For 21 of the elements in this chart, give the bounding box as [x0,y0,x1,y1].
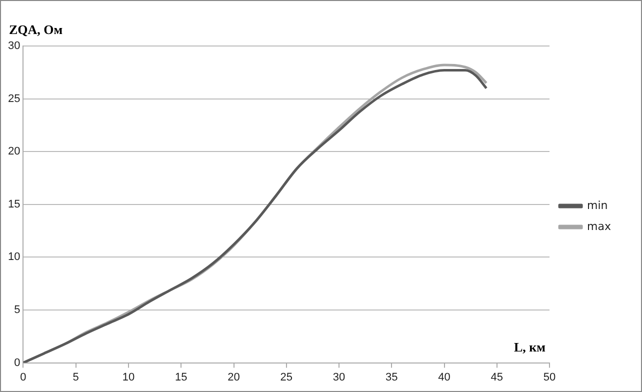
x-tick-label: 20 [228,371,240,384]
y-tick-label: 0 [14,356,20,369]
y-tick-label: 10 [8,251,20,264]
y-axis-title: ZQA, Ом [9,22,63,37]
x-tick-label: 45 [490,371,504,384]
y-tick-label: 20 [8,146,20,158]
x-tick-label: 25 [280,371,293,384]
y-tick-label: 15 [8,198,20,210]
x-tick-label: 5 [72,371,79,384]
x-axis-title: L, км [514,340,546,355]
x-tick-label: 15 [175,371,188,384]
x-tick-label: 35 [386,371,398,384]
y-tick-label: 5 [14,304,20,316]
x-tick-label: 30 [332,371,346,384]
y-tick-label: 30 [8,40,20,52]
x-tick-label: 40 [438,371,450,384]
legend-label: max [587,220,612,233]
y-tick-label: 25 [8,92,20,105]
x-tick-label: 10 [122,371,135,384]
legend-label: min [587,198,608,212]
x-tick-label: 50 [543,371,556,384]
